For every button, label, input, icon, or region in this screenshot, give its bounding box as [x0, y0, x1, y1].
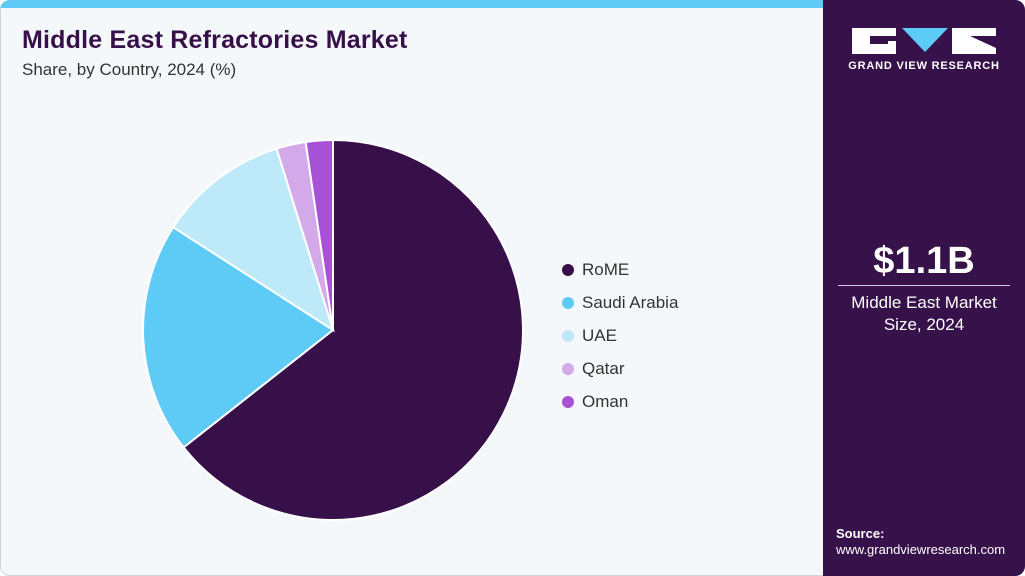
- divider: [838, 285, 1010, 286]
- chart-legend: RoME Saudi Arabia UAE Qatar Oman: [562, 253, 678, 418]
- legend-dot-icon: [562, 296, 574, 309]
- legend-dot-icon: [562, 329, 574, 342]
- legend-label: UAE: [582, 325, 617, 345]
- market-size-label-line2: Size, 2024: [883, 315, 965, 334]
- legend-label: Oman: [582, 391, 629, 411]
- market-size-value: $1.1B: [873, 240, 975, 282]
- gvr-logo-icon: [852, 28, 996, 54]
- market-size-label-line1: Middle East Market: [851, 293, 997, 312]
- chart-subtitle: Share, by Country, 2024 (%): [22, 60, 237, 79]
- market-size-label: Middle East Market Size, 2024: [823, 292, 1025, 336]
- legend-item-uae: UAE: [562, 319, 678, 352]
- pie-chart: [142, 138, 524, 521]
- legend-dot-icon: [562, 395, 574, 408]
- legend-item-rome: RoME: [562, 253, 678, 286]
- accent-bar: [0, 0, 823, 8]
- pie-slice-oman: [304, 138, 334, 331]
- legend-item-qatar: Qatar: [562, 352, 678, 385]
- pie-slice-rome: [182, 138, 524, 521]
- legend-item-oman: Oman: [562, 385, 678, 418]
- legend-label: RoME: [582, 259, 630, 279]
- legend-label: Qatar: [582, 358, 625, 378]
- legend-dot-icon: [562, 263, 574, 276]
- logo-text: GRAND VIEW RESEARCH: [848, 60, 1000, 72]
- pie-slice-saudi-arabia: [142, 225, 335, 449]
- legend-item-saudi-arabia: Saudi Arabia: [562, 286, 678, 319]
- chart-title: Middle East Refractories Market: [22, 26, 408, 54]
- source-title: Source:: [836, 526, 885, 541]
- legend-dot-icon: [562, 362, 574, 375]
- source-link[interactable]: www.grandviewresearch.com: [836, 542, 1006, 557]
- legend-label: Saudi Arabia: [582, 292, 679, 312]
- pie-slice-uae: [171, 147, 335, 333]
- info-panel: [823, 0, 1025, 576]
